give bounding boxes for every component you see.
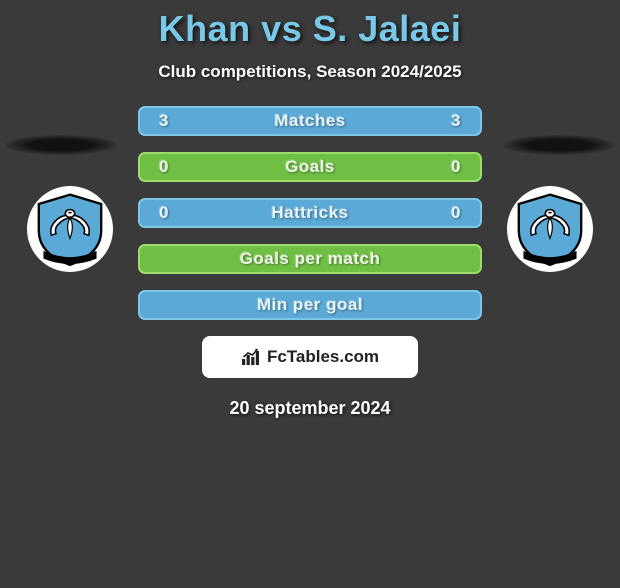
- club-badge-right: [507, 186, 593, 272]
- stat-label: Goals: [178, 157, 442, 177]
- stat-row-gpm: Goals per match: [138, 244, 482, 274]
- shield-icon: [511, 190, 589, 268]
- footer-site-text: FcTables.com: [267, 347, 379, 367]
- stat-rows: 3Matches30Goals00Hattricks0Goals per mat…: [138, 106, 482, 320]
- stat-right-value: 3: [442, 111, 470, 131]
- stat-label: Hattricks: [178, 203, 442, 223]
- page-title: Khan vs S. Jalaei: [0, 8, 620, 50]
- date-text: 20 september 2024: [0, 398, 620, 419]
- stat-left-value: 0: [150, 203, 178, 223]
- stat-left-value: 0: [150, 157, 178, 177]
- stat-right-value: 0: [442, 203, 470, 223]
- stat-label: Matches: [178, 111, 442, 131]
- bar-chart-icon: [241, 348, 263, 366]
- shield-icon: [31, 190, 109, 268]
- subtitle: Club competitions, Season 2024/2025: [0, 62, 620, 82]
- stat-right-value: 0: [442, 157, 470, 177]
- stat-row-goals: 0Goals0: [138, 152, 482, 182]
- stat-left-value: 3: [150, 111, 178, 131]
- club-badge-left: [27, 186, 113, 272]
- player-photo-shadow-left: [5, 135, 117, 155]
- stat-row-hattricks: 0Hattricks0: [138, 198, 482, 228]
- player-photo-shadow-right: [503, 135, 615, 155]
- stat-label: Min per goal: [150, 295, 470, 315]
- stat-row-mpg: Min per goal: [138, 290, 482, 320]
- footer-site-card[interactable]: FcTables.com: [202, 336, 418, 378]
- stat-row-matches: 3Matches3: [138, 106, 482, 136]
- stat-label: Goals per match: [150, 249, 470, 269]
